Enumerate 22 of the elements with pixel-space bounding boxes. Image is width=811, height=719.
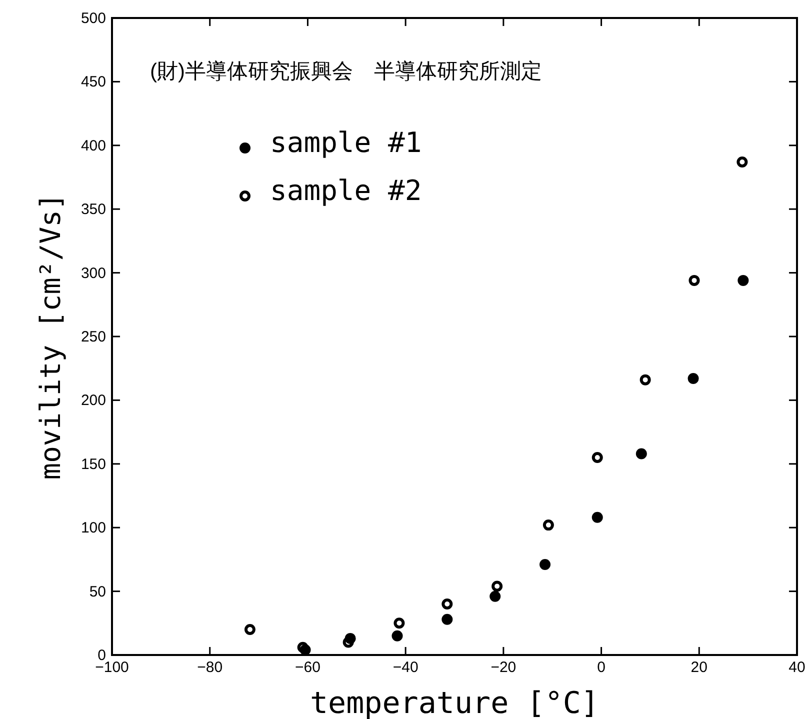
y-tick-label: 350 <box>80 201 106 218</box>
legend-label: sample #2 <box>270 174 422 207</box>
y-tick-label: 100 <box>80 520 106 537</box>
y-tick-label: 150 <box>80 456 106 473</box>
x-tick-label: 0 <box>597 659 606 676</box>
legend-label: sample #1 <box>270 126 422 159</box>
y-tick-label: 300 <box>80 264 106 282</box>
y-tick-label: 250 <box>80 328 106 346</box>
x-tick-label: 40 <box>788 659 806 676</box>
x-tick-label: 20 <box>690 659 708 676</box>
x-tick-label: −20 <box>490 659 516 676</box>
y-tick-label: 200 <box>80 392 106 410</box>
y-tick-label: 50 <box>89 583 106 600</box>
y-tick-label: 500 <box>80 10 106 27</box>
annotation: (財)半導体研究振興会 半導体研究所測定 <box>150 60 542 83</box>
x-tick-label: −40 <box>392 659 418 676</box>
y-tick-label: 450 <box>80 74 106 91</box>
x-tick-label: −80 <box>197 659 223 676</box>
y-tick-label: 400 <box>80 137 106 154</box>
y-axis-title: movility [cm²/Vs] <box>34 193 67 480</box>
x-tick-label: −60 <box>294 659 320 676</box>
x-axis-title: temperature [°C] <box>310 686 599 719</box>
